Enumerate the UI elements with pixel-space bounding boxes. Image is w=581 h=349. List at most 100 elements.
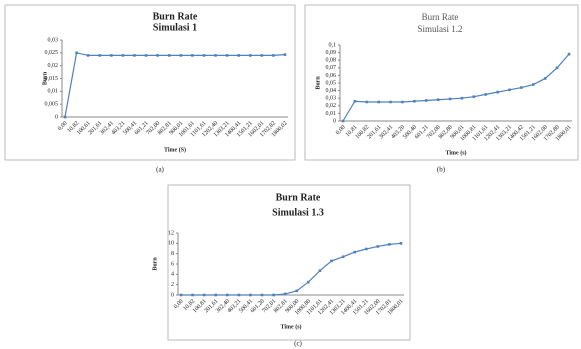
data-point	[63, 115, 67, 119]
data-point	[399, 242, 403, 245]
data-point	[377, 100, 380, 104]
data-point	[318, 269, 322, 273]
data-point	[179, 54, 183, 57]
chart-frame	[4, 4, 296, 161]
y-tick-label: 0,03	[48, 37, 59, 43]
chart-frame	[167, 184, 411, 341]
data-point	[202, 54, 206, 57]
data-point	[436, 98, 440, 102]
data-point	[167, 54, 171, 57]
data-point	[283, 53, 287, 56]
data-point	[567, 52, 571, 56]
data-point	[448, 97, 452, 101]
data-point	[330, 259, 333, 263]
data-point	[110, 54, 113, 57]
data-point	[272, 293, 275, 297]
data-line	[64, 52, 286, 118]
y-tick-label: 0,015	[45, 76, 59, 82]
x-axis-title: Time (S)	[164, 146, 186, 153]
y-tick-label: 0,09	[326, 50, 337, 56]
y-tick-label: 0,1	[329, 42, 337, 48]
data-point	[144, 54, 148, 57]
data-point	[214, 54, 217, 57]
data-point	[191, 54, 194, 57]
data-point	[260, 54, 264, 57]
y-axis-title: Burn	[42, 71, 48, 85]
y-tick-label: 0,05	[326, 80, 337, 86]
y-tick-label: 0,005	[45, 102, 59, 108]
y-tick-label: 0,01	[326, 111, 337, 117]
chart-subtitle: Simulasi 1.3	[272, 207, 324, 218]
caption: (b)	[437, 166, 446, 174]
chart-subtitle: Simulasi 1	[153, 22, 197, 33]
data-point	[249, 293, 252, 297]
data-line	[342, 53, 570, 122]
y-tick-label: 8	[171, 251, 174, 257]
data-point	[401, 100, 404, 104]
caption: (c)	[294, 340, 302, 348]
x-tick-label: 0,00	[335, 124, 347, 136]
y-axis-title: Burn	[152, 257, 158, 271]
y-tick-label: 0,04	[326, 88, 337, 94]
data-point	[295, 289, 299, 293]
chart-subtitle: Simulasi 1.2	[417, 24, 462, 34]
y-tick-label: 0,06	[326, 73, 337, 79]
data-point	[389, 100, 392, 104]
data-point	[202, 293, 206, 297]
y-tick-label: 6	[171, 261, 174, 267]
data-point	[364, 247, 368, 251]
data-point	[353, 250, 356, 254]
data-point	[307, 280, 310, 284]
data-point	[496, 90, 499, 94]
data-point	[121, 54, 125, 57]
data-point	[365, 100, 369, 104]
data-point	[424, 99, 428, 102]
data-point	[388, 243, 391, 246]
y-tick-label: 12	[168, 230, 174, 236]
data-point	[484, 93, 488, 96]
data-point	[283, 292, 287, 296]
y-tick-label: 4	[171, 272, 174, 278]
data-point	[555, 66, 559, 70]
y-tick-label: 2	[171, 282, 174, 288]
chart-title: Burn Rate	[422, 12, 459, 22]
data-point	[98, 54, 102, 57]
data-point	[225, 54, 229, 57]
y-tick-label: 0,07	[326, 65, 337, 71]
x-tick-label: 0,00	[57, 120, 69, 132]
data-point	[260, 293, 264, 297]
data-point	[156, 54, 159, 57]
y-axis-title: Burn	[315, 76, 321, 90]
y-tick-label: 0,03	[326, 96, 337, 102]
x-axis-title: Time (s)	[445, 149, 466, 156]
x-axis-title: Time (s)	[280, 323, 301, 330]
data-point	[179, 293, 183, 297]
data-point	[214, 293, 218, 297]
x-tick-label: 0,00	[173, 298, 185, 310]
data-point	[508, 88, 511, 92]
data-point	[237, 293, 241, 297]
data-point	[532, 83, 535, 86]
y-tick-label: 0	[171, 292, 174, 298]
data-point	[413, 99, 416, 103]
data-point	[226, 293, 229, 297]
data-point	[460, 96, 464, 100]
data-point	[353, 99, 357, 103]
data-point	[543, 77, 547, 80]
data-point	[341, 255, 345, 259]
chart-title: Burn Rate	[276, 192, 321, 203]
y-tick-label: 10	[168, 241, 174, 247]
y-tick-label: 0,025	[45, 50, 59, 56]
y-tick-label: 0,02	[326, 103, 337, 109]
data-point	[472, 95, 476, 98]
data-point	[191, 293, 194, 297]
data-point	[520, 86, 523, 89]
data-point	[376, 245, 380, 248]
chart-title: Burn Rate	[153, 11, 198, 22]
data-point	[272, 54, 275, 57]
y-tick-label: 0	[55, 114, 58, 120]
data-point	[341, 119, 345, 123]
data-point	[237, 54, 240, 57]
y-tick-label: 0,02	[48, 63, 59, 69]
